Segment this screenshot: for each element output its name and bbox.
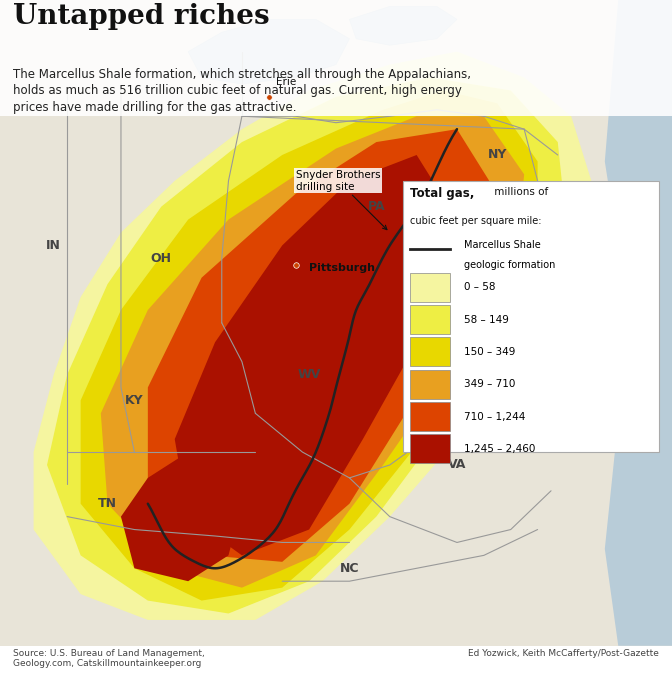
- Polygon shape: [605, 0, 672, 646]
- FancyBboxPatch shape: [410, 370, 450, 398]
- Text: TN: TN: [98, 497, 117, 510]
- Polygon shape: [34, 52, 591, 620]
- FancyBboxPatch shape: [0, 0, 672, 116]
- Polygon shape: [121, 452, 242, 581]
- Text: PA: PA: [368, 200, 385, 213]
- Text: Marcellus Shale: Marcellus Shale: [464, 240, 540, 250]
- Text: VA: VA: [448, 458, 466, 471]
- FancyBboxPatch shape: [410, 273, 450, 302]
- Polygon shape: [81, 91, 538, 600]
- Text: cubic feet per square mile:: cubic feet per square mile:: [410, 216, 542, 226]
- Text: Erie: Erie: [276, 77, 296, 87]
- Text: NY: NY: [488, 148, 507, 161]
- Text: KY: KY: [125, 394, 144, 407]
- Text: millions of: millions of: [491, 188, 548, 197]
- Polygon shape: [175, 155, 457, 555]
- Text: OH: OH: [151, 252, 172, 264]
- Polygon shape: [101, 116, 524, 587]
- FancyBboxPatch shape: [410, 402, 450, 431]
- Text: Total gas,: Total gas,: [410, 188, 474, 201]
- Polygon shape: [47, 78, 564, 613]
- Text: Harrisburg: Harrisburg: [409, 232, 464, 243]
- Text: geologic formation: geologic formation: [464, 260, 555, 270]
- FancyBboxPatch shape: [410, 434, 450, 463]
- Text: Snyder Brothers
drilling site: Snyder Brothers drilling site: [296, 170, 387, 229]
- FancyBboxPatch shape: [410, 337, 450, 366]
- Polygon shape: [349, 6, 457, 45]
- Text: Untapped riches: Untapped riches: [13, 3, 270, 30]
- Text: 1,245 – 2,460: 1,245 – 2,460: [464, 444, 535, 454]
- Polygon shape: [0, 0, 672, 646]
- Text: Source: U.S. Bureau of Land Management,
Geology.com, Catskillmountainkeeper.org: Source: U.S. Bureau of Land Management, …: [13, 649, 205, 668]
- Text: NJ: NJ: [550, 239, 565, 252]
- Text: 349 – 710: 349 – 710: [464, 379, 515, 390]
- Text: 58 – 149: 58 – 149: [464, 315, 509, 325]
- Text: Philadelphia: Philadelphia: [538, 295, 611, 305]
- Text: Pittsburgh: Pittsburgh: [309, 263, 375, 273]
- Text: The Marcellus Shale formation, which stretches all through the Appalachians,
hol: The Marcellus Shale formation, which str…: [13, 68, 472, 114]
- Text: 0 – 58: 0 – 58: [464, 282, 495, 293]
- Text: IN: IN: [46, 239, 61, 252]
- FancyBboxPatch shape: [403, 181, 659, 452]
- FancyBboxPatch shape: [410, 305, 450, 334]
- Polygon shape: [148, 129, 497, 562]
- Text: WV: WV: [298, 368, 321, 381]
- Text: NC: NC: [339, 562, 360, 575]
- Text: Ed Yozwick, Keith McCafferty/Post-Gazette: Ed Yozwick, Keith McCafferty/Post-Gazett…: [468, 649, 659, 658]
- Text: 150 – 349: 150 – 349: [464, 347, 515, 357]
- Text: 710 – 1,244: 710 – 1,244: [464, 412, 525, 422]
- Polygon shape: [188, 19, 349, 84]
